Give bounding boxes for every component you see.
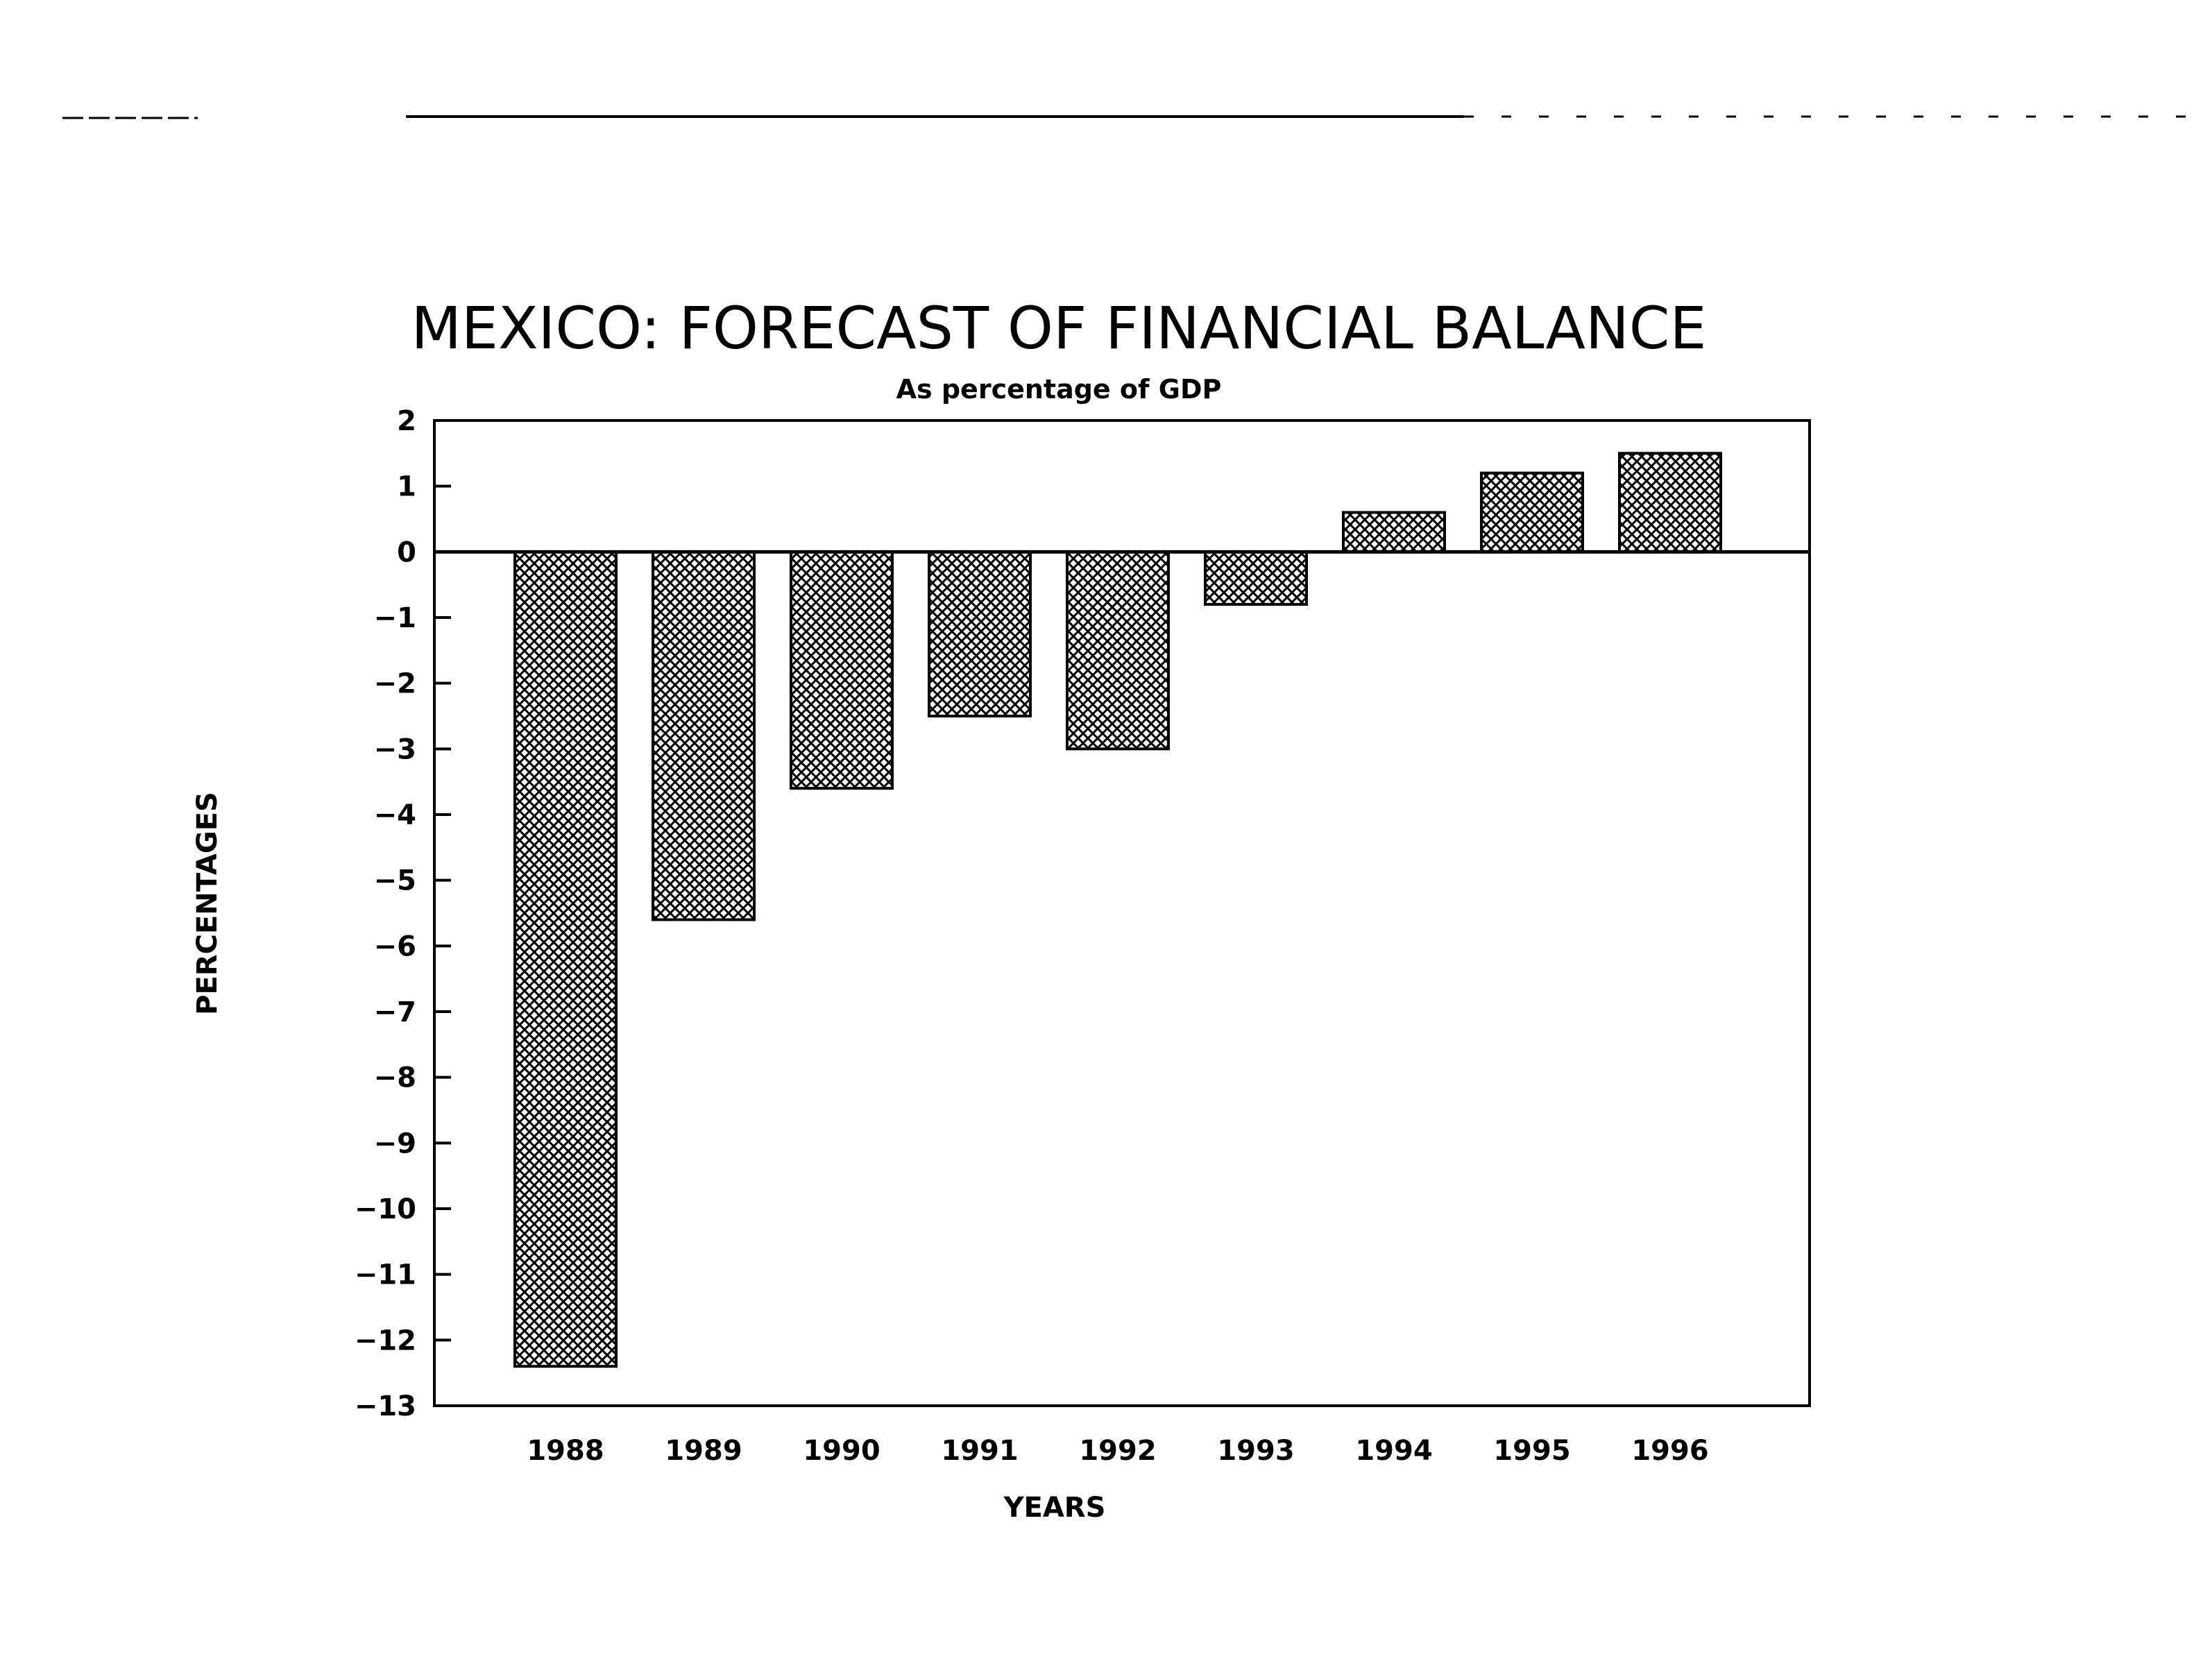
x-tick-label: 1989	[665, 1435, 742, 1467]
bar-series	[513, 452, 1722, 1368]
y-tick-label: −11	[355, 1259, 416, 1291]
y-tick-label: −4	[374, 799, 416, 831]
y-axis-label: PERCENTAGES	[192, 792, 223, 1015]
bar-1991	[928, 550, 1032, 717]
bar-1996	[1618, 452, 1722, 554]
y-axis: 2 1 0 −1 −2 −3 −4 −5 −6 −7 −8 −9 −10 −11 −12 −13	[355, 405, 451, 1422]
header-rule	[62, 115, 2186, 119]
chart-subtitle: As percentage of GDP	[896, 374, 1222, 405]
y-tick-label: 0	[397, 536, 416, 568]
y-tick-label: −6	[374, 930, 416, 962]
chart-title: MEXICO: FORECAST OF FINANCIAL BALANCE	[411, 294, 1706, 362]
x-axis: 1988 1989 1990 1991 1992 1993 1994 1995 1996	[527, 1435, 1708, 1467]
bar-1988	[513, 550, 618, 1368]
bar-1992	[1066, 550, 1170, 751]
y-tick-label: −2	[374, 668, 416, 700]
x-tick-label: 1990	[803, 1435, 880, 1467]
x-tick-label: 1991	[941, 1435, 1018, 1467]
y-tick-label: −1	[374, 602, 416, 634]
bar-1989	[652, 550, 756, 921]
y-tick-label: −5	[374, 865, 416, 897]
x-tick-label: 1992	[1079, 1435, 1156, 1467]
x-tick-label: 1988	[527, 1435, 604, 1467]
bar-1993	[1204, 550, 1308, 606]
plot-frame	[433, 419, 1811, 1407]
y-tick-label: −9	[374, 1128, 416, 1159]
bar-1990	[790, 550, 894, 790]
y-tick-label: 1	[397, 471, 416, 503]
x-tick-label: 1995	[1493, 1435, 1570, 1467]
y-tick-label: −10	[355, 1193, 416, 1225]
bar-1995	[1480, 471, 1584, 554]
x-tick-label: 1993	[1217, 1435, 1294, 1467]
x-tick-label: 1996	[1631, 1435, 1708, 1467]
x-axis-label: YEARS	[1003, 1492, 1106, 1524]
y-tick-label: 2	[397, 405, 416, 437]
y-tick-label: −3	[374, 733, 416, 765]
bar-1994	[1342, 511, 1446, 554]
y-tick-label: −8	[374, 1062, 416, 1094]
y-tick-label: −12	[355, 1325, 416, 1356]
x-tick-label: 1994	[1355, 1435, 1432, 1467]
y-tick-label: −13	[355, 1390, 416, 1422]
y-tick-label: −7	[374, 996, 416, 1028]
